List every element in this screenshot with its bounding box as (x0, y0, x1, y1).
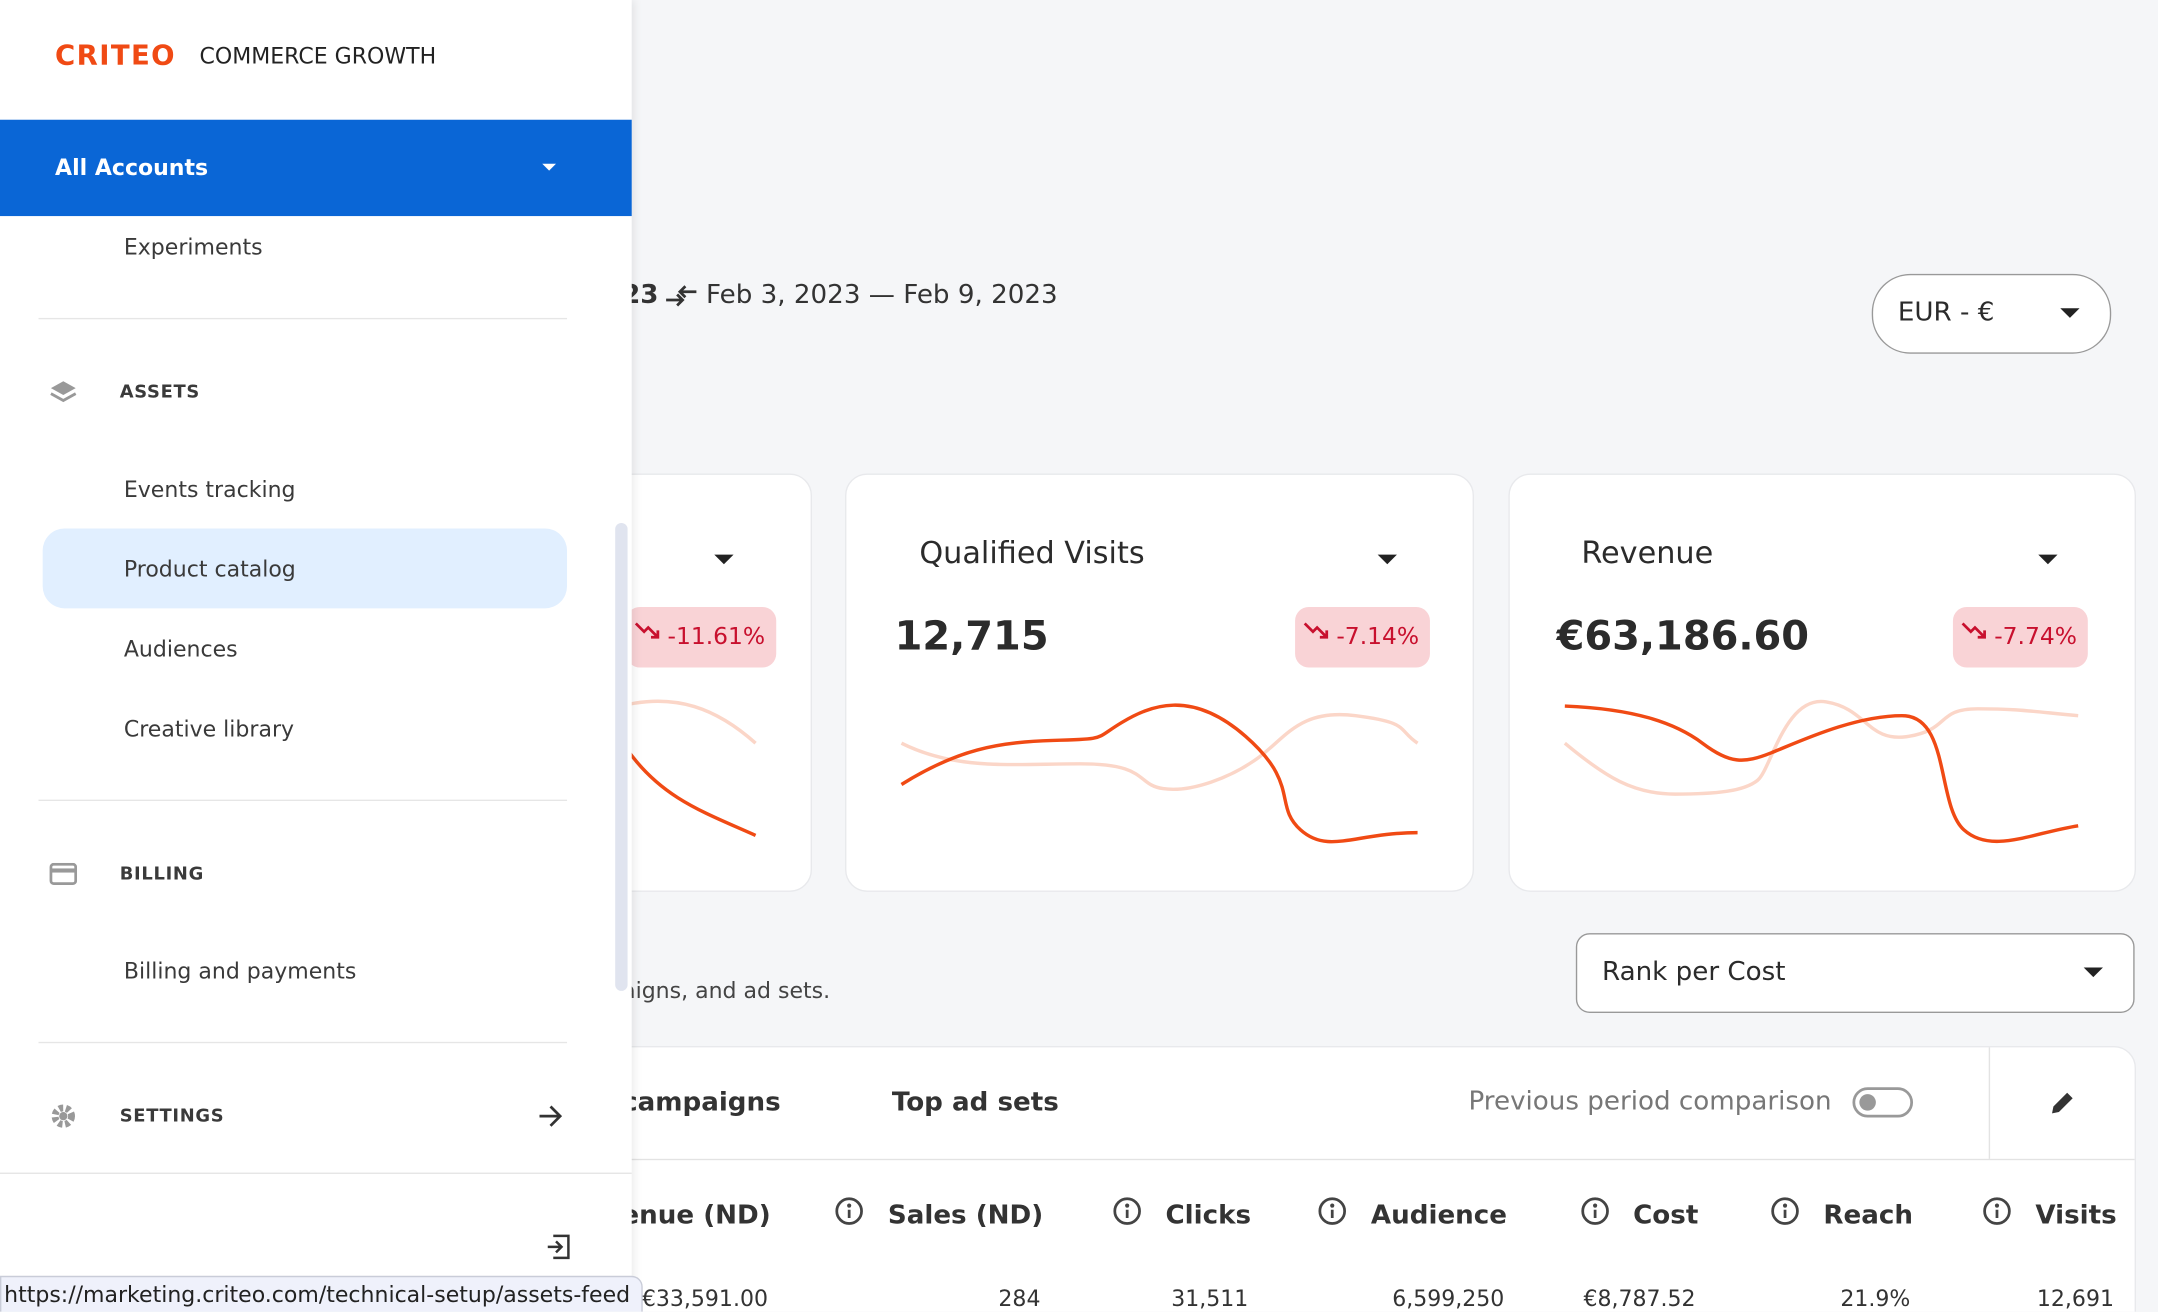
billing-icon (49, 862, 78, 885)
column-header: Reach (1823, 1200, 1914, 1231)
product-name: COMMERCE GROWTH (199, 42, 437, 69)
caret (2083, 967, 2103, 978)
currency-select[interactable]: EUR - € (1871, 273, 2112, 354)
section-title: ASSETS (119, 382, 201, 404)
compare-icon (666, 285, 697, 307)
nav-item[interactable]: Billing and payments (123, 957, 357, 985)
divider (38, 799, 568, 801)
sparkline (1563, 700, 2079, 844)
change: -11.61% (667, 623, 766, 651)
table-cell: €8,787.52 (1583, 1285, 1696, 1312)
table-cell: 12,691 (2036, 1285, 2114, 1312)
subtitle-fragment: aigns, and ad sets. (622, 977, 831, 1004)
section-title: BILLING (119, 864, 204, 885)
column-header: Cost (1633, 1200, 1699, 1231)
comparison-label: Previous period comparison (1468, 1085, 1832, 1117)
card-value: 12,715 (894, 612, 1049, 660)
card-title: Qualified Visits (919, 536, 1145, 572)
scrollbar[interactable] (615, 522, 628, 991)
logo: CRITEO (55, 38, 176, 72)
card-title: Revenue (1581, 536, 1714, 572)
info-icon (1580, 1197, 1609, 1225)
info-icon (835, 1197, 864, 1225)
table-cell: 6,599,250 (1392, 1285, 1505, 1312)
tab[interactable]: Top ad sets (891, 1087, 1059, 1118)
info-icon (1318, 1197, 1347, 1225)
tab[interactable]: campaigns (622, 1087, 781, 1118)
nav-item[interactable]: Creative library (123, 715, 295, 742)
change-badge: -11.61% (626, 606, 777, 668)
toggle[interactable] (1852, 1087, 1914, 1118)
logout-icon[interactable] (545, 1233, 573, 1261)
date-range: Feb 3, 2023 — Feb 9, 2023 (706, 279, 1058, 310)
section-title[interactable]: SETTINGS (119, 1106, 225, 1128)
table-panel (550, 1045, 2136, 1312)
nav-highlight (42, 528, 568, 609)
currency: EUR - € (1897, 297, 1995, 328)
info-icon (1983, 1197, 2011, 1225)
card-value: €63,186.60 (1556, 612, 1810, 660)
assets-icon (50, 381, 77, 403)
divider (38, 317, 568, 320)
rank-select[interactable]: Rank per Cost (1575, 933, 2135, 1013)
column-header: Clicks (1165, 1200, 1252, 1231)
settings-icon (51, 1104, 76, 1128)
change-badge: -7.14% (1295, 606, 1431, 668)
change: -7.74% (1994, 623, 2077, 651)
sidebar: CRITEO COMMERCE GROWTH All Accounts Expe… (0, 0, 632, 1312)
table-cell: 284 (998, 1285, 1041, 1312)
divider (0, 1172, 632, 1174)
column-header: Sales (ND) (887, 1200, 1044, 1231)
account-select[interactable]: All Accounts (0, 119, 632, 217)
metric-card[interactable]: Qualified Visits 12,715 -7.14% (845, 473, 1474, 892)
arrow-icon[interactable] (537, 1104, 565, 1129)
sparkline (620, 699, 757, 837)
column-header: Audience (1370, 1200, 1508, 1231)
sparkline (900, 703, 1419, 844)
column-header: venue (ND) (604, 1200, 771, 1231)
divider (38, 1041, 568, 1044)
caret (1377, 554, 1397, 565)
info-icon (1771, 1197, 1799, 1225)
caret (2060, 308, 2080, 318)
info-icon (1113, 1197, 1141, 1225)
status-url: https://marketing.criteo.com/technical-s… (0, 1275, 643, 1312)
nav-item[interactable]: Product catalog (123, 556, 296, 583)
metric-card[interactable]: Revenue €63,186.60 -7.74% (1508, 473, 2136, 892)
caret (542, 163, 557, 171)
table-cell: €33,591.00 (641, 1285, 768, 1312)
caret (714, 554, 734, 565)
edit-icon[interactable] (2049, 1089, 2077, 1117)
account: All Accounts (55, 154, 209, 181)
nav-item[interactable]: Experiments (123, 233, 263, 261)
divider (1988, 1047, 1991, 1159)
divider (551, 1158, 2135, 1161)
change: -7.14% (1336, 623, 1420, 651)
nav-item[interactable]: Audiences (123, 635, 238, 662)
table-cell: 31,511 (1171, 1285, 1249, 1312)
caret (2038, 554, 2058, 565)
rank: Rank per Cost (1601, 956, 1786, 987)
column-header: Visits (2035, 1200, 2117, 1231)
change-badge: -7.74% (1952, 606, 2089, 668)
table-cell: 21.9% (1840, 1285, 1911, 1312)
nav-item[interactable]: Events tracking (123, 476, 296, 503)
